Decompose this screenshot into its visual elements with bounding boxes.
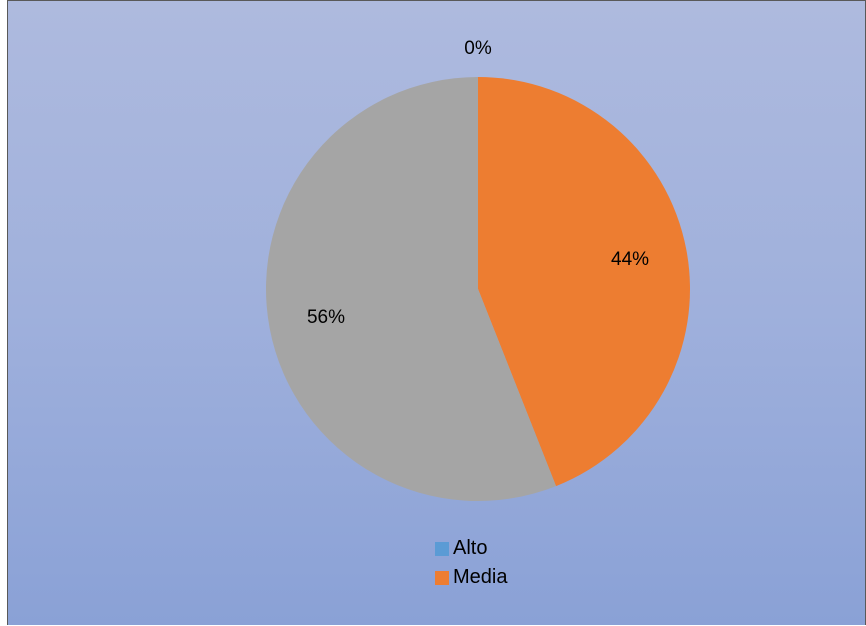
pie-slice-media xyxy=(478,77,691,487)
pie-slice-slice-3 xyxy=(266,77,557,501)
legend-swatch-media xyxy=(435,570,449,585)
pie-chart: 0% 44% 56% xyxy=(266,38,691,501)
data-label-slice-3: 56% xyxy=(307,307,345,328)
legend-item-media: Media xyxy=(435,563,507,592)
data-label-media: 44% xyxy=(611,249,649,270)
data-label-alto: 0% xyxy=(464,38,492,59)
legend-swatch-alto xyxy=(435,541,449,556)
legend-label-alto: Alto xyxy=(453,537,488,559)
legend-item-alto: Alto xyxy=(435,534,507,563)
legend-label-media: Media xyxy=(453,566,508,588)
legend: Alto Media xyxy=(435,534,507,592)
chart-area: 0% 44% 56% Alto Media xyxy=(7,0,866,625)
